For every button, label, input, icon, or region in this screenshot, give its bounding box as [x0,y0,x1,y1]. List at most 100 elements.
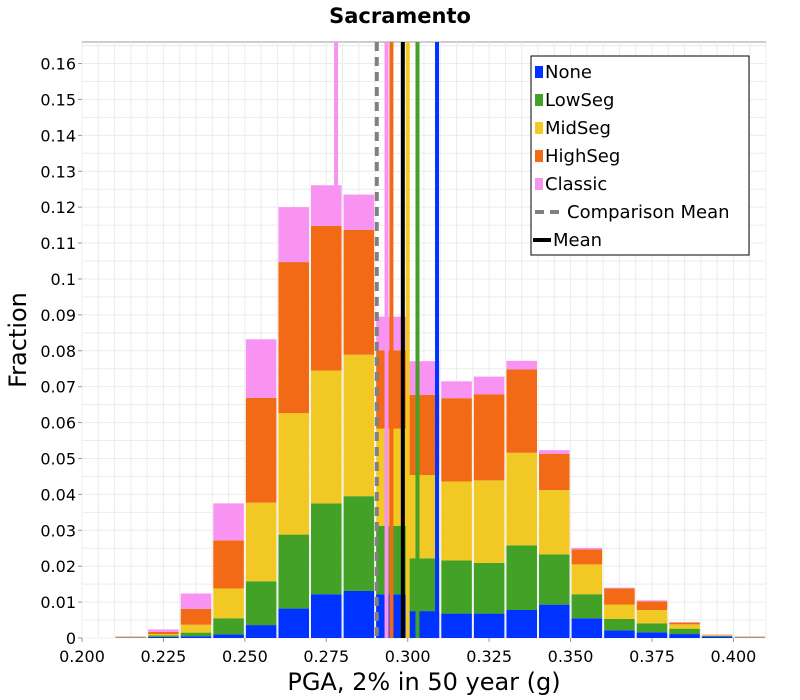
bar-segment-lowseg [441,560,472,614]
bar-segment-highseg [311,225,342,371]
y-tick-label: 0.08 [40,342,76,361]
bar-segment-none [213,634,244,638]
bar-segment-midseg [669,624,700,629]
bar-segment-classic [343,194,375,230]
bar-segment-classic [311,185,342,226]
bar-segment-midseg [701,635,733,636]
x-tick-label: 0.375 [629,647,675,666]
chart-title: Sacramento [329,4,471,28]
legend-swatch [535,94,543,106]
legend-swatch [535,66,543,78]
bar-segment-lowseg [408,558,440,612]
bar-segment-classic [506,360,537,370]
bar-stack [148,629,179,638]
x-tick-label: 0.300 [385,647,431,666]
legend-item: LowSeg [535,90,614,111]
bar-segment-none [441,613,472,638]
y-tick-label: 0.07 [40,378,76,397]
bar-stack [408,361,440,638]
bar-stack [604,587,635,638]
bar-stack [343,194,375,638]
bar-segment-none [506,609,537,638]
y-tick-label: 0.05 [40,449,76,468]
legend-label: HighSeg [545,146,620,167]
legend-label: Mean [553,230,602,251]
legend-item: Mean [533,230,602,251]
y-tick-label: 0.03 [40,521,76,540]
y-tick-label: 0.11 [40,234,76,253]
bar-segment-midseg [245,502,277,582]
bar-segment-none [278,608,309,638]
y-tick-label: 0.13 [40,162,76,181]
y-tick-label: 0 [66,629,76,648]
bar-segment-lowseg [506,545,537,610]
bar-segment-lowseg [343,496,375,591]
legend-label: Classic [545,174,607,195]
bar-segment-highseg [539,453,570,491]
bar-stack [669,622,700,638]
bar-segment-none [311,594,342,638]
legend-item: Comparison Mean [535,202,730,223]
bar-segment-classic [180,593,212,609]
bar-segment-midseg [539,490,570,555]
bar-segment-midseg [441,481,472,561]
x-tick-label: 0.225 [141,647,187,666]
y-tick-label: 0.04 [40,485,76,504]
y-tick-label: 0.16 [40,55,76,74]
legend-swatch [535,122,543,134]
bar-segment-none [669,634,700,638]
bar-stack [441,381,472,638]
bar-segment-classic [245,339,277,398]
legend-item: HighSeg [535,146,620,167]
bar-segment-lowseg [278,534,309,609]
bar-segment-lowseg [245,581,277,626]
bar-stack [571,547,603,638]
bar-segment-classic [441,381,472,399]
x-tick-label: 0.325 [466,647,512,666]
bar-segment-midseg [148,634,179,636]
bar-segment-classic [604,587,635,589]
legend: None LowSeg MidSeg HighSeg Classic Comparison… [530,55,750,256]
bar-segment-lowseg [148,635,179,637]
legend-swatch [535,178,543,190]
bar-segment-classic [278,207,309,263]
bar-segment-highseg [506,369,537,453]
bar-stack [213,503,244,638]
y-tick-label: 0.14 [40,126,76,145]
y-tick-label: 0.15 [40,90,76,109]
bar-stack [311,185,342,638]
bar-segment-none [636,632,668,638]
bar-segment-midseg [604,604,635,619]
bar-segment-midseg [213,588,244,619]
bar-stack [473,376,505,638]
bar-segment-highseg [408,394,440,475]
bar-segment-none [473,613,505,638]
bar-stack [539,450,570,638]
y-tick-label: 0.02 [40,557,76,576]
legend-label: MidSeg [545,118,611,139]
bar-segment-none [245,625,277,638]
legend-item: Classic [535,174,607,195]
bar-segment-none [408,611,440,638]
bar-stack [115,636,147,638]
legend-label: Comparison Mean [567,202,730,223]
bar-segment-highseg [148,631,179,635]
bar-segment-lowseg [604,618,635,631]
x-tick-label: 0.275 [303,647,349,666]
bar-segment-highseg [245,397,277,503]
y-axis-title: Fraction [4,292,32,388]
bar-segment-highseg [343,229,375,355]
bar-stack [734,636,765,638]
bar-segment-highseg [213,540,244,589]
x-tick-label: 0.350 [548,647,594,666]
bar-segment-midseg [571,564,603,595]
x-tick-label: 0.400 [711,647,757,666]
legend-item: None [535,62,592,83]
bar-segment-none [571,618,603,638]
bar-segment-none [539,604,570,638]
y-tick-label: 0.06 [40,414,76,433]
mean-lines [334,42,440,638]
bar-segment-midseg [408,474,440,559]
bar-segment-lowseg [669,628,700,635]
